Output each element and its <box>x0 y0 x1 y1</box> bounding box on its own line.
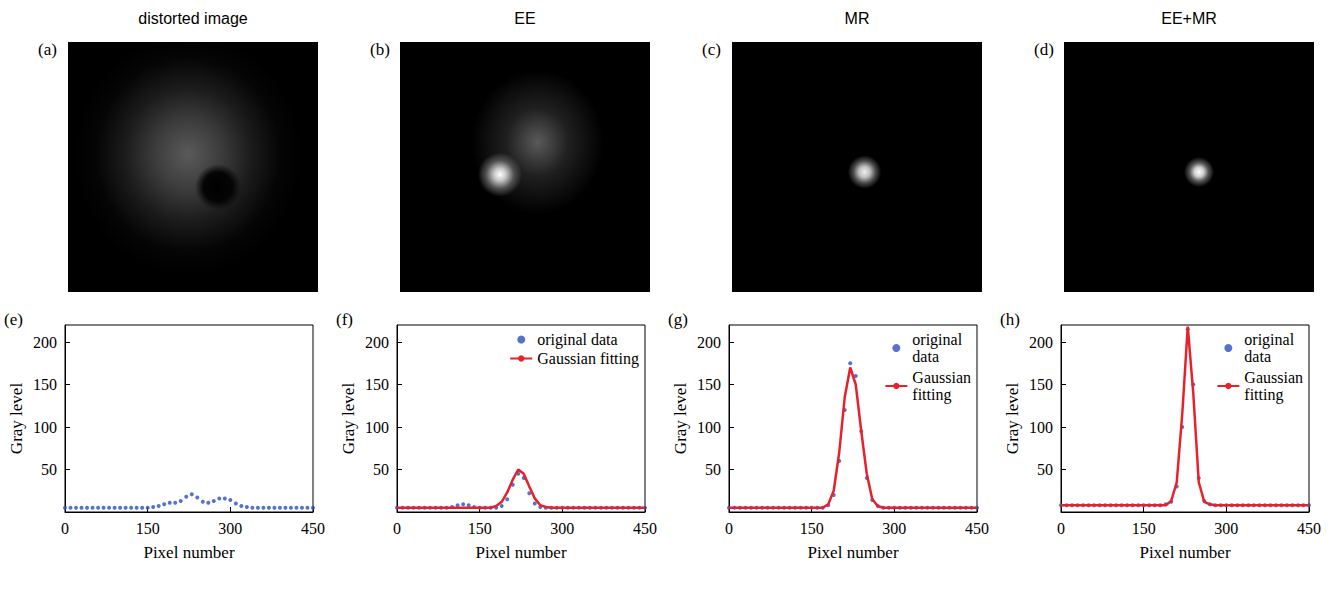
svg-text:200: 200 <box>1029 334 1053 351</box>
svg-text:150: 150 <box>365 376 389 393</box>
html-text:distorted image: distorted image <box>138 10 248 27</box>
svg-text:100: 100 <box>1029 419 1053 436</box>
svg-text:450: 450 <box>633 520 657 537</box>
html-text:(c): (c) <box>702 40 721 59</box>
svg-text:450: 450 <box>1297 520 1321 537</box>
svg-text:50: 50 <box>705 461 721 478</box>
html-text:(d): (d) <box>1034 40 1054 59</box>
svg-text:50: 50 <box>373 461 389 478</box>
html-text:(b): (b) <box>370 40 390 59</box>
svg-text:100: 100 <box>33 419 57 436</box>
svg-text:100: 100 <box>697 419 721 436</box>
html-text:MR: MR <box>844 10 870 27</box>
html-text:(h): (h) <box>1000 310 1020 329</box>
svg-text:200: 200 <box>365 334 389 351</box>
svg-text:0: 0 <box>725 520 733 537</box>
svg-text:Pixel number: Pixel number <box>143 543 234 562</box>
svg-text:0: 0 <box>1057 520 1065 537</box>
svg-text:200: 200 <box>33 334 57 351</box>
svg-text:fitting: fitting <box>912 386 951 404</box>
svg-text:Gaussian: Gaussian <box>912 369 971 386</box>
html-text:(a): (a) <box>38 40 57 59</box>
svg-text:0: 0 <box>61 520 69 537</box>
svg-text:Pixel number: Pixel number <box>807 543 898 562</box>
svg-text:Gray level: Gray level <box>1003 383 1022 455</box>
svg-text:300: 300 <box>218 520 242 537</box>
svg-text:300: 300 <box>1214 520 1238 537</box>
svg-text:300: 300 <box>882 520 906 537</box>
html-text:EE+MR: EE+MR <box>1161 10 1217 27</box>
svg-text:Pixel number: Pixel number <box>1139 543 1230 562</box>
svg-text:300: 300 <box>550 520 574 537</box>
svg-text:150: 150 <box>697 376 721 393</box>
html-text:(e): (e) <box>4 310 23 329</box>
svg-text:150: 150 <box>1029 376 1053 393</box>
svg-text:Gaussian fitting: Gaussian fitting <box>537 350 639 368</box>
svg-text:original: original <box>1244 331 1294 349</box>
svg-text:data: data <box>912 348 939 365</box>
svg-text:0: 0 <box>393 520 401 537</box>
svg-text:Pixel number: Pixel number <box>475 543 566 562</box>
svg-text:50: 50 <box>41 461 57 478</box>
svg-text:150: 150 <box>33 376 57 393</box>
html-text:EE: EE <box>514 10 536 27</box>
svg-text:Gaussian: Gaussian <box>1244 369 1303 386</box>
svg-text:fitting: fitting <box>1244 386 1283 404</box>
svg-text:Gray level: Gray level <box>671 383 690 455</box>
svg-text:150: 150 <box>136 520 160 537</box>
html-text:(g): (g) <box>668 310 688 329</box>
svg-text:original: original <box>912 331 962 349</box>
svg-text:Gray level: Gray level <box>339 383 358 455</box>
svg-text:50: 50 <box>1037 461 1053 478</box>
svg-text:Gray level: Gray level <box>7 383 26 455</box>
svg-text:450: 450 <box>965 520 989 537</box>
html-text:(f): (f) <box>336 310 353 329</box>
svg-text:450: 450 <box>301 520 325 537</box>
svg-text:150: 150 <box>800 520 824 537</box>
svg-text:100: 100 <box>365 419 389 436</box>
svg-text:150: 150 <box>1132 520 1156 537</box>
svg-text:200: 200 <box>697 334 721 351</box>
svg-text:150: 150 <box>468 520 492 537</box>
svg-text:data: data <box>1244 348 1271 365</box>
svg-text:original data: original data <box>537 331 617 349</box>
